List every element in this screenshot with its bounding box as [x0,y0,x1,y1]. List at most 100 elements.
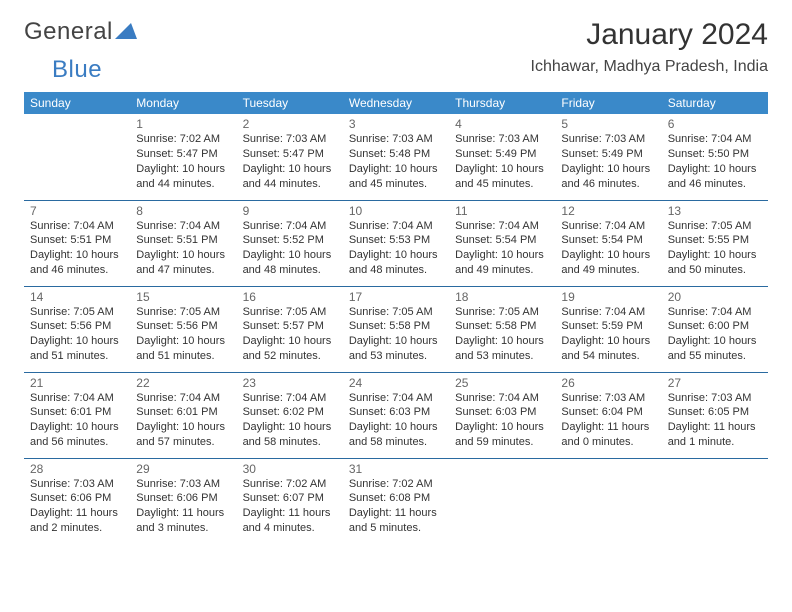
day-info: Sunrise: 7:04 AMSunset: 5:52 PMDaylight:… [243,219,337,278]
weekday-thursday: Thursday [449,92,555,114]
calendar-cell: 3Sunrise: 7:03 AMSunset: 5:48 PMDaylight… [343,114,449,200]
day-info: Sunrise: 7:04 AMSunset: 6:03 PMDaylight:… [455,391,549,450]
calendar-cell: 5Sunrise: 7:03 AMSunset: 5:49 PMDaylight… [555,114,661,200]
day-number: 13 [668,204,762,218]
day-info: Sunrise: 7:04 AMSunset: 6:00 PMDaylight:… [668,305,762,364]
weekday-tuesday: Tuesday [237,92,343,114]
day-info: Sunrise: 7:03 AMSunset: 5:49 PMDaylight:… [561,132,655,191]
day-info: Sunrise: 7:05 AMSunset: 5:58 PMDaylight:… [349,305,443,364]
day-info: Sunrise: 7:05 AMSunset: 5:56 PMDaylight:… [136,305,230,364]
day-info: Sunrise: 7:03 AMSunset: 6:04 PMDaylight:… [561,391,655,450]
weekday-header-row: Sunday Monday Tuesday Wednesday Thursday… [24,92,768,114]
calendar-cell: 23Sunrise: 7:04 AMSunset: 6:02 PMDayligh… [237,372,343,458]
day-number: 8 [136,204,230,218]
day-number: 20 [668,290,762,304]
weekday-monday: Monday [130,92,236,114]
calendar-cell: 13Sunrise: 7:05 AMSunset: 5:55 PMDayligh… [662,200,768,286]
calendar-cell: 9Sunrise: 7:04 AMSunset: 5:52 PMDaylight… [237,200,343,286]
calendar-cell: 31Sunrise: 7:02 AMSunset: 6:08 PMDayligh… [343,458,449,544]
calendar-cell: 14Sunrise: 7:05 AMSunset: 5:56 PMDayligh… [24,286,130,372]
day-info: Sunrise: 7:04 AMSunset: 5:51 PMDaylight:… [30,219,124,278]
day-info: Sunrise: 7:02 AMSunset: 6:08 PMDaylight:… [349,477,443,536]
day-info: Sunrise: 7:04 AMSunset: 5:59 PMDaylight:… [561,305,655,364]
calendar-cell: 1Sunrise: 7:02 AMSunset: 5:47 PMDaylight… [130,114,236,200]
day-number: 17 [349,290,443,304]
location-subtitle: Ichhawar, Madhya Pradesh, India [531,58,768,76]
calendar-cell: 30Sunrise: 7:02 AMSunset: 6:07 PMDayligh… [237,458,343,544]
calendar-cell: 25Sunrise: 7:04 AMSunset: 6:03 PMDayligh… [449,372,555,458]
day-number: 22 [136,376,230,390]
brand-part2: Blue [52,56,102,84]
calendar-cell [449,458,555,544]
calendar-row: 7Sunrise: 7:04 AMSunset: 5:51 PMDaylight… [24,200,768,286]
calendar-cell: 12Sunrise: 7:04 AMSunset: 5:54 PMDayligh… [555,200,661,286]
calendar-cell: 21Sunrise: 7:04 AMSunset: 6:01 PMDayligh… [24,372,130,458]
day-info: Sunrise: 7:05 AMSunset: 5:56 PMDaylight:… [30,305,124,364]
day-info: Sunrise: 7:04 AMSunset: 5:54 PMDaylight:… [561,219,655,278]
calendar-body: 1Sunrise: 7:02 AMSunset: 5:47 PMDaylight… [24,114,768,544]
brand-part1: General [24,18,113,46]
weekday-sunday: Sunday [24,92,130,114]
day-info: Sunrise: 7:05 AMSunset: 5:55 PMDaylight:… [668,219,762,278]
calendar-cell: 19Sunrise: 7:04 AMSunset: 5:59 PMDayligh… [555,286,661,372]
calendar-cell: 22Sunrise: 7:04 AMSunset: 6:01 PMDayligh… [130,372,236,458]
day-number: 5 [561,117,655,131]
day-number: 29 [136,462,230,476]
calendar-cell: 27Sunrise: 7:03 AMSunset: 6:05 PMDayligh… [662,372,768,458]
calendar-cell: 28Sunrise: 7:03 AMSunset: 6:06 PMDayligh… [24,458,130,544]
day-number: 1 [136,117,230,131]
title-block: January 2024 Ichhawar, Madhya Pradesh, I… [531,18,768,76]
calendar-cell: 16Sunrise: 7:05 AMSunset: 5:57 PMDayligh… [237,286,343,372]
day-number: 10 [349,204,443,218]
day-info: Sunrise: 7:03 AMSunset: 5:47 PMDaylight:… [243,132,337,191]
calendar-table: Sunday Monday Tuesday Wednesday Thursday… [24,92,768,544]
day-number: 28 [30,462,124,476]
calendar-cell: 15Sunrise: 7:05 AMSunset: 5:56 PMDayligh… [130,286,236,372]
day-number: 7 [30,204,124,218]
day-number: 12 [561,204,655,218]
day-number: 31 [349,462,443,476]
day-number: 24 [349,376,443,390]
calendar-page: General January 2024 Ichhawar, Madhya Pr… [0,0,792,612]
day-number: 16 [243,290,337,304]
weekday-saturday: Saturday [662,92,768,114]
day-number: 3 [349,117,443,131]
calendar-cell [662,458,768,544]
calendar-cell: 17Sunrise: 7:05 AMSunset: 5:58 PMDayligh… [343,286,449,372]
day-number: 18 [455,290,549,304]
weekday-friday: Friday [555,92,661,114]
day-info: Sunrise: 7:03 AMSunset: 5:49 PMDaylight:… [455,132,549,191]
day-info: Sunrise: 7:04 AMSunset: 6:01 PMDaylight:… [30,391,124,450]
day-number: 9 [243,204,337,218]
day-number: 25 [455,376,549,390]
day-number: 26 [561,376,655,390]
day-number: 4 [455,117,549,131]
day-info: Sunrise: 7:03 AMSunset: 6:05 PMDaylight:… [668,391,762,450]
calendar-row: 28Sunrise: 7:03 AMSunset: 6:06 PMDayligh… [24,458,768,544]
day-info: Sunrise: 7:04 AMSunset: 5:54 PMDaylight:… [455,219,549,278]
day-number: 15 [136,290,230,304]
calendar-cell: 18Sunrise: 7:05 AMSunset: 5:58 PMDayligh… [449,286,555,372]
day-info: Sunrise: 7:05 AMSunset: 5:57 PMDaylight:… [243,305,337,364]
weekday-wednesday: Wednesday [343,92,449,114]
day-number: 21 [30,376,124,390]
day-number: 14 [30,290,124,304]
day-info: Sunrise: 7:04 AMSunset: 6:03 PMDaylight:… [349,391,443,450]
day-info: Sunrise: 7:03 AMSunset: 5:48 PMDaylight:… [349,132,443,191]
day-number: 11 [455,204,549,218]
brand-logo: General [24,18,137,46]
calendar-cell: 4Sunrise: 7:03 AMSunset: 5:49 PMDaylight… [449,114,555,200]
day-info: Sunrise: 7:02 AMSunset: 5:47 PMDaylight:… [136,132,230,191]
calendar-cell [555,458,661,544]
day-number: 6 [668,117,762,131]
calendar-cell: 29Sunrise: 7:03 AMSunset: 6:06 PMDayligh… [130,458,236,544]
calendar-row: 14Sunrise: 7:05 AMSunset: 5:56 PMDayligh… [24,286,768,372]
day-number: 27 [668,376,762,390]
day-number: 30 [243,462,337,476]
calendar-cell: 26Sunrise: 7:03 AMSunset: 6:04 PMDayligh… [555,372,661,458]
calendar-row: 21Sunrise: 7:04 AMSunset: 6:01 PMDayligh… [24,372,768,458]
calendar-cell: 11Sunrise: 7:04 AMSunset: 5:54 PMDayligh… [449,200,555,286]
calendar-cell: 10Sunrise: 7:04 AMSunset: 5:53 PMDayligh… [343,200,449,286]
calendar-cell: 24Sunrise: 7:04 AMSunset: 6:03 PMDayligh… [343,372,449,458]
day-info: Sunrise: 7:04 AMSunset: 6:01 PMDaylight:… [136,391,230,450]
